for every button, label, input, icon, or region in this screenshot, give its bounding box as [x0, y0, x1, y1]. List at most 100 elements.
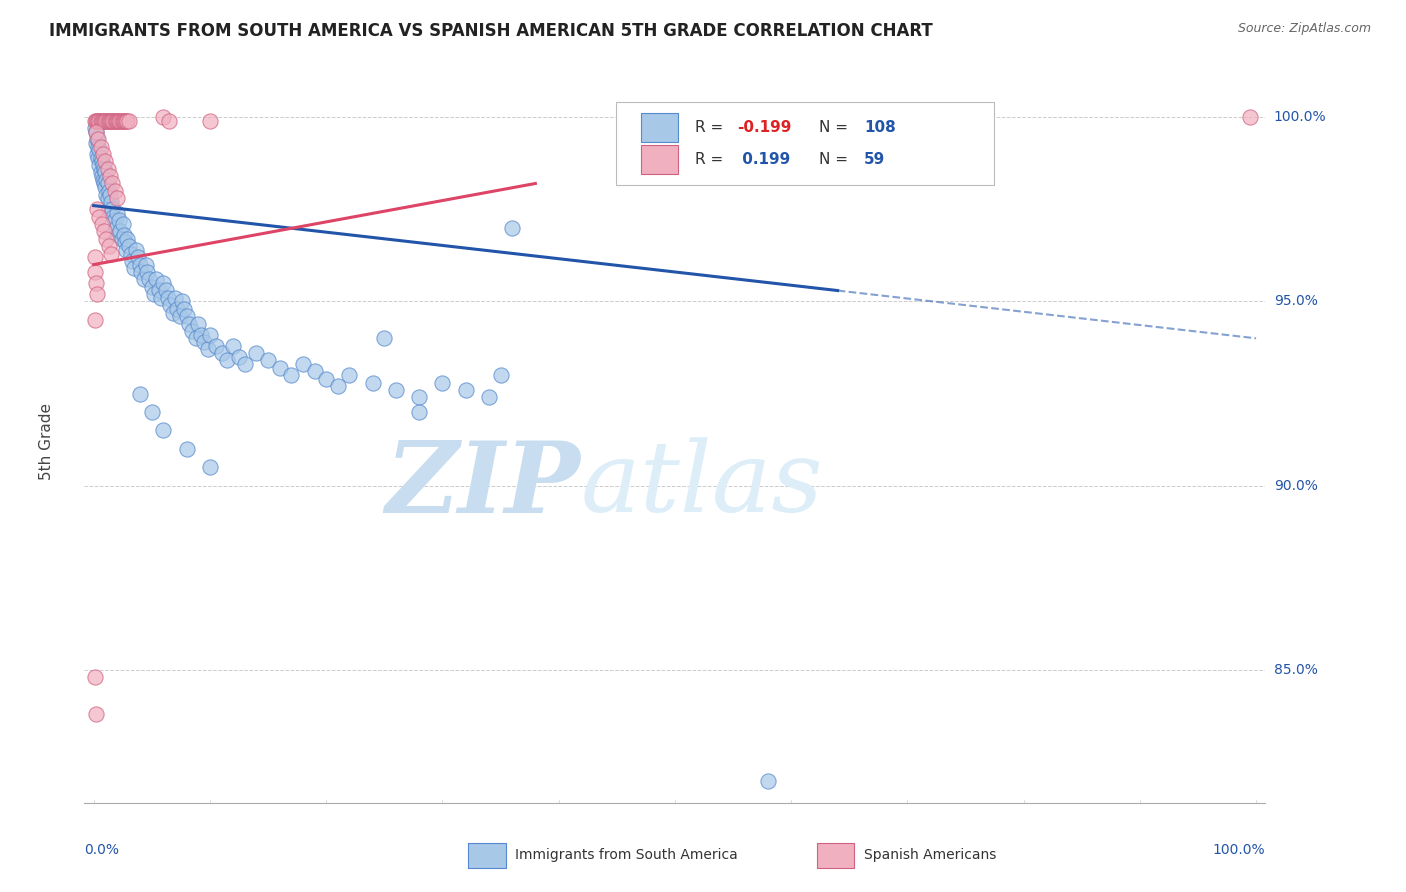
Point — [756, 773, 779, 788]
Point — [93, 113, 115, 128]
FancyBboxPatch shape — [468, 843, 506, 868]
Point — [98, 113, 121, 128]
Point — [143, 287, 166, 301]
Text: R =: R = — [695, 120, 728, 135]
Point — [169, 309, 191, 323]
Point — [94, 113, 117, 128]
Point — [83, 250, 105, 264]
Point — [94, 165, 117, 179]
Text: -0.199: -0.199 — [738, 120, 792, 135]
Point — [90, 139, 112, 153]
Text: Immigrants from South America: Immigrants from South America — [516, 847, 738, 862]
Point — [103, 210, 125, 224]
Point — [110, 113, 132, 128]
Point — [87, 132, 110, 146]
Text: R =: R = — [695, 153, 728, 168]
Point — [86, 147, 108, 161]
Point — [152, 276, 174, 290]
Point — [84, 276, 107, 290]
Point — [162, 305, 184, 319]
Text: 100.0%: 100.0% — [1213, 843, 1265, 856]
Point — [90, 151, 112, 165]
Point — [141, 279, 163, 293]
Text: 0.0%: 0.0% — [84, 843, 120, 856]
Point — [91, 113, 114, 128]
Point — [103, 113, 125, 128]
Point — [245, 346, 267, 360]
Point — [1239, 110, 1261, 124]
Point — [117, 113, 139, 128]
Point — [166, 301, 188, 316]
Point — [90, 165, 112, 179]
Text: N =: N = — [818, 153, 853, 168]
Point — [87, 139, 110, 153]
Point — [177, 317, 200, 331]
Point — [157, 291, 180, 305]
Point — [101, 202, 124, 217]
Point — [204, 339, 226, 353]
Text: 100.0%: 100.0% — [1274, 110, 1326, 124]
Point — [145, 272, 167, 286]
Point — [84, 113, 107, 128]
Point — [408, 390, 430, 404]
Point — [90, 217, 112, 231]
Point — [257, 353, 280, 368]
Text: 95.0%: 95.0% — [1274, 294, 1317, 309]
Text: 85.0%: 85.0% — [1274, 663, 1317, 677]
Point — [101, 113, 124, 128]
Point — [98, 169, 121, 183]
Point — [124, 261, 146, 276]
Point — [104, 113, 127, 128]
Point — [373, 331, 395, 345]
Point — [84, 707, 107, 722]
Point — [501, 220, 523, 235]
Point — [104, 220, 127, 235]
Point — [141, 405, 163, 419]
Point — [97, 177, 120, 191]
Point — [93, 161, 115, 176]
Point — [114, 113, 136, 128]
Point — [83, 265, 105, 279]
Point — [89, 144, 111, 158]
Point — [111, 217, 134, 231]
Point — [83, 121, 105, 136]
Point — [228, 350, 250, 364]
FancyBboxPatch shape — [641, 145, 679, 174]
Point — [110, 113, 132, 128]
Point — [478, 390, 501, 404]
Point — [96, 173, 118, 187]
Text: N =: N = — [818, 120, 853, 135]
Text: 59: 59 — [863, 153, 886, 168]
Point — [96, 232, 118, 246]
FancyBboxPatch shape — [616, 102, 994, 185]
Point — [110, 224, 132, 238]
Text: 0.199: 0.199 — [738, 153, 790, 168]
Point — [115, 243, 138, 257]
Point — [304, 364, 326, 378]
Point — [107, 113, 129, 128]
Point — [155, 284, 177, 298]
Point — [385, 383, 408, 397]
Text: Spanish Americans: Spanish Americans — [863, 847, 997, 862]
Point — [86, 202, 108, 217]
Point — [115, 113, 138, 128]
Point — [114, 235, 136, 250]
Point — [112, 228, 135, 243]
Point — [291, 357, 314, 371]
Point — [97, 191, 120, 205]
Point — [97, 184, 120, 198]
Point — [211, 346, 233, 360]
Text: ZIP: ZIP — [385, 437, 581, 533]
Point — [280, 368, 302, 383]
Point — [100, 246, 122, 260]
Point — [100, 194, 122, 209]
Point — [432, 376, 454, 390]
Point — [108, 213, 131, 227]
Point — [111, 113, 134, 128]
Point — [120, 246, 142, 260]
Point — [138, 272, 160, 286]
Point — [105, 191, 128, 205]
Point — [105, 206, 128, 220]
Point — [90, 113, 112, 128]
Point — [135, 258, 157, 272]
